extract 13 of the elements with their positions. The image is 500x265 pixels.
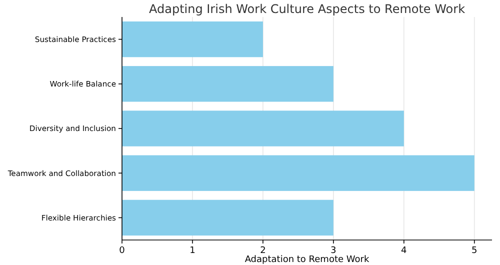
bar (122, 66, 334, 102)
bar (122, 155, 474, 191)
chart-title: Adapting Irish Work Culture Aspects to Remote Work (148, 2, 466, 16)
bar (122, 200, 334, 236)
bar (122, 21, 263, 58)
x-tick-label: 1 (190, 246, 196, 256)
x-tick-label: 5 (472, 246, 478, 256)
x-tick-label: 0 (119, 246, 126, 256)
x-tick-label: 2 (260, 246, 266, 256)
bar (122, 110, 404, 146)
x-tick-label: 3 (330, 246, 336, 256)
x-axis-title: Adaptation to Remote Work (244, 255, 370, 265)
x-tick-label: 4 (401, 246, 408, 256)
